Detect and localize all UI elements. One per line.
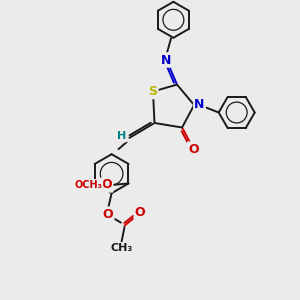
Text: O: O <box>188 142 199 156</box>
Text: O: O <box>135 206 146 220</box>
Text: OCH₃: OCH₃ <box>74 180 102 190</box>
Text: S: S <box>148 85 158 98</box>
Text: N: N <box>194 98 205 112</box>
Text: N: N <box>161 53 172 67</box>
Text: H: H <box>117 131 126 141</box>
Text: O: O <box>102 178 112 191</box>
Text: O: O <box>103 208 113 221</box>
Text: CH₃: CH₃ <box>110 243 133 253</box>
